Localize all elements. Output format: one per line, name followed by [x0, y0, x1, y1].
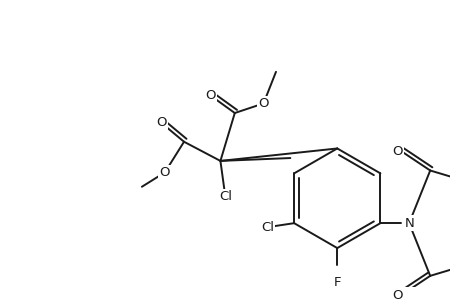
Text: O: O	[156, 116, 166, 129]
Text: Cl: Cl	[260, 221, 273, 235]
Text: Cl: Cl	[219, 190, 232, 203]
Text: O: O	[392, 145, 402, 158]
Text: O: O	[159, 166, 170, 179]
Text: N: N	[403, 217, 413, 230]
Text: F: F	[333, 276, 340, 289]
Text: O: O	[205, 89, 216, 102]
Text: O: O	[392, 289, 402, 300]
Text: O: O	[257, 97, 268, 110]
